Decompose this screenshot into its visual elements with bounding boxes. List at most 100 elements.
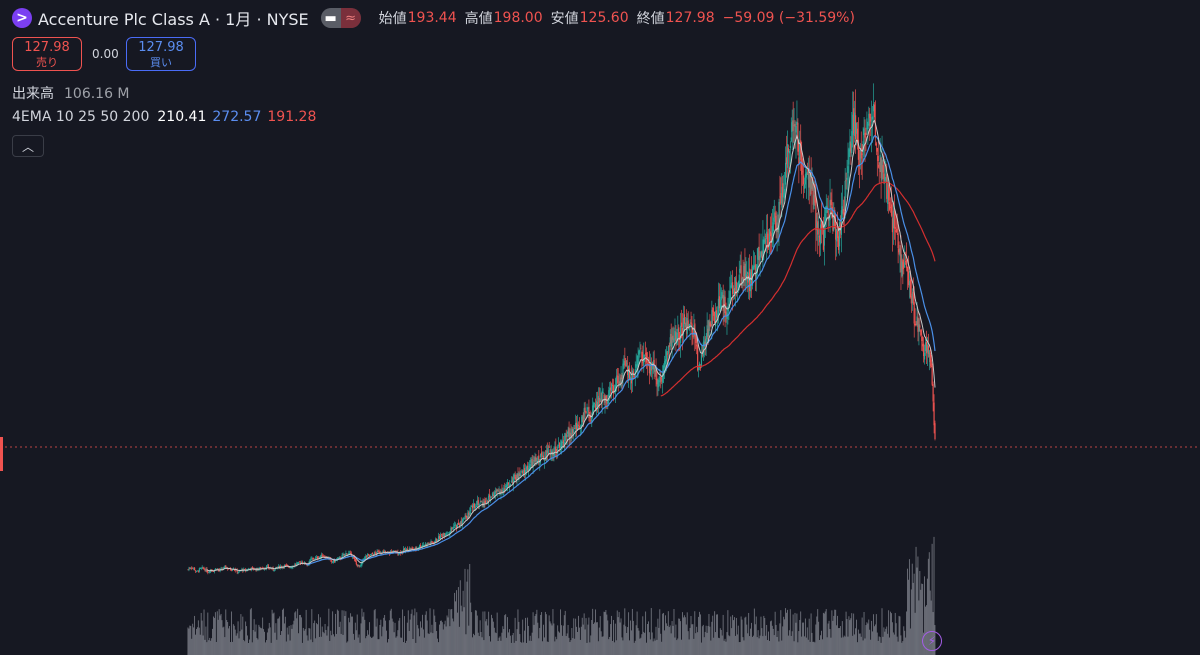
candle-body [870, 117, 872, 122]
candle-body [514, 474, 516, 479]
volume-bar [845, 611, 847, 655]
volume-bar [589, 642, 591, 655]
volume-bar [298, 633, 300, 655]
chevron-up-icon[interactable]: ︿ [12, 135, 44, 157]
volume-bar [910, 589, 912, 655]
minus-icon[interactable]: ▬ [320, 8, 341, 28]
candle-body [406, 548, 408, 552]
candle-body [367, 554, 369, 557]
volume-bar [424, 614, 426, 655]
candle-body [878, 164, 880, 169]
candle-body [802, 175, 805, 185]
volume-legend[interactable]: 出来高 106.16 M [12, 83, 130, 103]
candle-body [879, 154, 881, 166]
candle-body [581, 417, 583, 423]
volume-bar [448, 608, 450, 655]
candle-body [443, 533, 445, 536]
symbol-title[interactable]: Accenture Plc Class A · 1月 · NYSE [38, 10, 309, 29]
volume-bar [762, 636, 764, 655]
volume-bar [304, 629, 306, 655]
candle-body [634, 368, 636, 376]
volume-bar [657, 618, 659, 655]
candle-body [654, 367, 656, 372]
volume-bar [326, 635, 328, 655]
volume-bar [704, 631, 706, 655]
volume-bar [644, 632, 646, 655]
candle-body [540, 453, 542, 458]
candle-body [724, 296, 726, 313]
lightning-icon[interactable]: ⚡ [922, 631, 942, 651]
candle-body [412, 548, 414, 550]
volume-bar [460, 605, 462, 655]
volume-bar [329, 640, 331, 655]
volume-bar [872, 631, 873, 655]
candle-body [234, 569, 236, 571]
volume-bar [746, 624, 748, 655]
candle-body [838, 222, 841, 247]
candle-body [882, 165, 884, 173]
candle-body [635, 364, 637, 368]
volume-bar [244, 641, 246, 655]
buy-button[interactable]: 127.98 買い [126, 37, 196, 71]
volume-bar [384, 615, 386, 655]
candle-body [339, 557, 341, 559]
volume-bar [346, 642, 348, 655]
candle-body [851, 131, 853, 153]
volume-bar [474, 635, 475, 655]
volume-bar [262, 617, 264, 655]
volume-bar [661, 641, 663, 655]
candle-body [638, 350, 640, 355]
volume-bar [496, 612, 498, 655]
candle-body [189, 568, 191, 570]
candle-body [498, 491, 500, 493]
candle-body [844, 180, 846, 211]
candle-body [188, 568, 190, 570]
volume-bar [332, 611, 334, 655]
volume-bar [800, 611, 802, 655]
volume-bar [282, 609, 283, 655]
volume-bar [479, 620, 481, 655]
volume-bar [616, 610, 618, 655]
candle-body [871, 124, 873, 127]
candle-body [247, 568, 250, 570]
volume-bar [309, 628, 311, 655]
volume-bar [338, 626, 340, 655]
volume-bar [724, 638, 726, 655]
volume-bar [887, 633, 889, 655]
volume-bar [544, 611, 546, 655]
volume-bar [192, 623, 194, 655]
volume-bar [436, 631, 438, 655]
candle-body [591, 416, 593, 423]
volume-bar [380, 619, 382, 655]
ema-value-1: 210.41 [157, 109, 207, 125]
volume-bar [600, 631, 602, 655]
candle-body [435, 538, 437, 542]
volume-bar [427, 633, 429, 655]
candle-body [489, 494, 491, 497]
volume-bar [187, 627, 189, 655]
volume-bar [791, 631, 793, 655]
candle-body [588, 406, 590, 414]
volume-bar [817, 609, 819, 655]
volume-bar [925, 605, 927, 655]
candle-body [333, 559, 335, 563]
volume-bar [876, 632, 878, 655]
volume-bar [194, 615, 196, 655]
volume-bar [409, 619, 411, 655]
candle-body [706, 325, 708, 340]
candle-body [425, 544, 427, 546]
candle-body [248, 568, 251, 570]
candle-body [494, 491, 496, 494]
volume-bar [399, 617, 401, 655]
wave-icon[interactable]: ≈ [340, 8, 361, 28]
volume-bar [435, 622, 437, 655]
volume-bar [623, 624, 625, 655]
sell-button[interactable]: 127.98 売り [12, 37, 82, 71]
volume-bar [715, 632, 717, 655]
toggle-group[interactable]: ▬ ≈ [320, 8, 361, 28]
ema-legend[interactable]: 4EMA 10 25 50 200 210.41 272.57 191.28 [12, 109, 316, 125]
accenture-chevron-icon[interactable]: > [12, 8, 32, 28]
volume-bar [597, 641, 599, 655]
candle-body [738, 274, 740, 284]
